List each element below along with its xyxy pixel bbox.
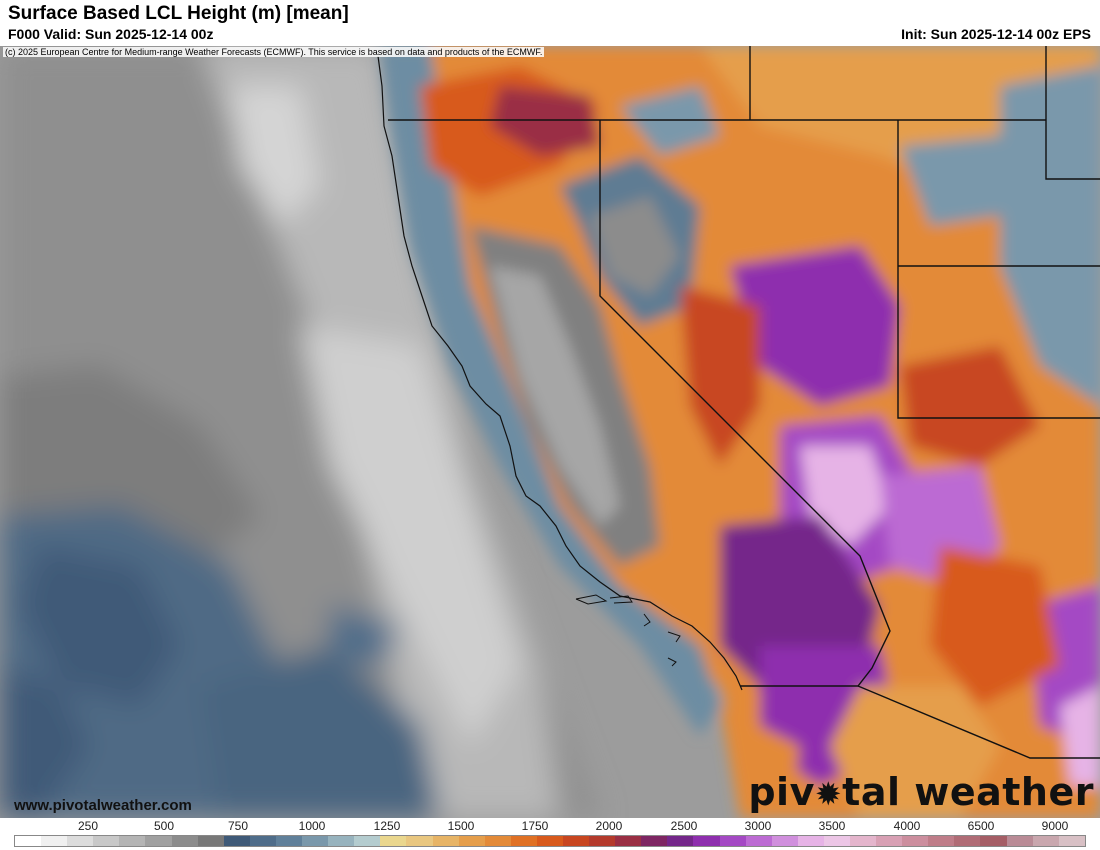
legend-swatch bbox=[902, 836, 929, 846]
legend-swatch bbox=[771, 836, 798, 846]
legend-swatch bbox=[719, 836, 746, 846]
legend-swatch bbox=[1006, 836, 1033, 846]
legend-swatch bbox=[876, 836, 903, 846]
legend-label: 750 bbox=[227, 819, 249, 833]
coastline bbox=[377, 55, 743, 691]
site-url[interactable]: www.pivotalweather.com bbox=[14, 797, 192, 814]
legend-label: 4000 bbox=[893, 819, 921, 833]
legend-swatch bbox=[223, 836, 250, 846]
legend-label: 500 bbox=[153, 819, 175, 833]
ocean-shading bbox=[0, 46, 600, 818]
land-field bbox=[380, 46, 1100, 818]
legend-label: 2000 bbox=[595, 819, 623, 833]
legend-swatch bbox=[615, 836, 642, 846]
legend-label: 1750 bbox=[521, 819, 549, 833]
legend-swatch bbox=[667, 836, 694, 846]
gear-icon: ✹ bbox=[814, 775, 843, 813]
brand-logo: piv✹tal weather bbox=[748, 770, 1094, 814]
legend-label: 6500 bbox=[967, 819, 995, 833]
header: Surface Based LCL Height (m) [mean] F000… bbox=[0, 0, 1100, 46]
legend-swatch bbox=[823, 836, 850, 846]
map-title: Surface Based LCL Height (m) [mean] bbox=[8, 3, 349, 24]
state-borders bbox=[388, 46, 1100, 759]
legend-swatch bbox=[510, 836, 537, 846]
brand-text-right: tal weather bbox=[842, 770, 1094, 814]
legend-labels: 250 500 750 1000 1250 1500 1750 2000 2500 3000 350… bbox=[0, 818, 1100, 834]
legend-swatch bbox=[693, 836, 720, 846]
legend-swatch bbox=[484, 836, 511, 846]
legend-swatch bbox=[432, 836, 459, 846]
legend-label: 3500 bbox=[818, 819, 846, 833]
legend-swatch bbox=[145, 836, 172, 846]
legend-swatch bbox=[249, 836, 276, 846]
legend-swatch bbox=[197, 836, 224, 846]
legend-swatch bbox=[536, 836, 563, 846]
legend-swatch bbox=[354, 836, 381, 846]
legend-swatch bbox=[980, 836, 1007, 846]
legend-label: 9000 bbox=[1041, 819, 1069, 833]
init-time: Init: Sun 2025-12-14 00z EPS bbox=[901, 26, 1091, 42]
legend-label: 1000 bbox=[298, 819, 326, 833]
legend-label: 250 bbox=[77, 819, 99, 833]
copyright-notice: (c) 2025 European Centre for Medium-rang… bbox=[3, 47, 545, 57]
legend-swatch bbox=[380, 836, 407, 846]
legend-label: 2500 bbox=[670, 819, 698, 833]
legend-swatch bbox=[797, 836, 824, 846]
map-canvas bbox=[0, 46, 1100, 818]
legend-swatch bbox=[1058, 836, 1085, 846]
legend-swatch bbox=[641, 836, 668, 846]
legend-swatch bbox=[302, 836, 329, 846]
legend-color-bar bbox=[14, 835, 1086, 847]
islands bbox=[575, 594, 681, 667]
brand-text-left: piv bbox=[748, 770, 815, 814]
legend-swatch bbox=[67, 836, 94, 846]
color-legend: 250 500 750 1000 1250 1500 1750 2000 2500 3000 350… bbox=[0, 818, 1100, 850]
legend-swatch bbox=[458, 836, 485, 846]
legend-swatch bbox=[41, 836, 68, 846]
legend-swatch bbox=[589, 836, 616, 846]
legend-swatch bbox=[328, 836, 355, 846]
legend-label: 1250 bbox=[373, 819, 401, 833]
legend-swatch bbox=[93, 836, 120, 846]
legend-swatch bbox=[745, 836, 772, 846]
legend-swatch bbox=[15, 836, 42, 846]
legend-swatch bbox=[562, 836, 590, 846]
legend-swatch bbox=[406, 836, 433, 846]
forecast-map[interactable]: (c) 2025 European Centre for Medium-rang… bbox=[0, 46, 1100, 818]
valid-time: F000 Valid: Sun 2025-12-14 00z bbox=[8, 26, 214, 42]
legend-swatch bbox=[954, 836, 981, 846]
legend-swatch bbox=[1032, 836, 1059, 846]
legend-swatch bbox=[928, 836, 955, 846]
legend-swatch bbox=[119, 836, 146, 846]
legend-swatch bbox=[275, 836, 303, 846]
legend-swatch bbox=[850, 836, 877, 846]
legend-swatch bbox=[171, 836, 198, 846]
legend-label: 3000 bbox=[744, 819, 772, 833]
legend-label: 1500 bbox=[447, 819, 475, 833]
